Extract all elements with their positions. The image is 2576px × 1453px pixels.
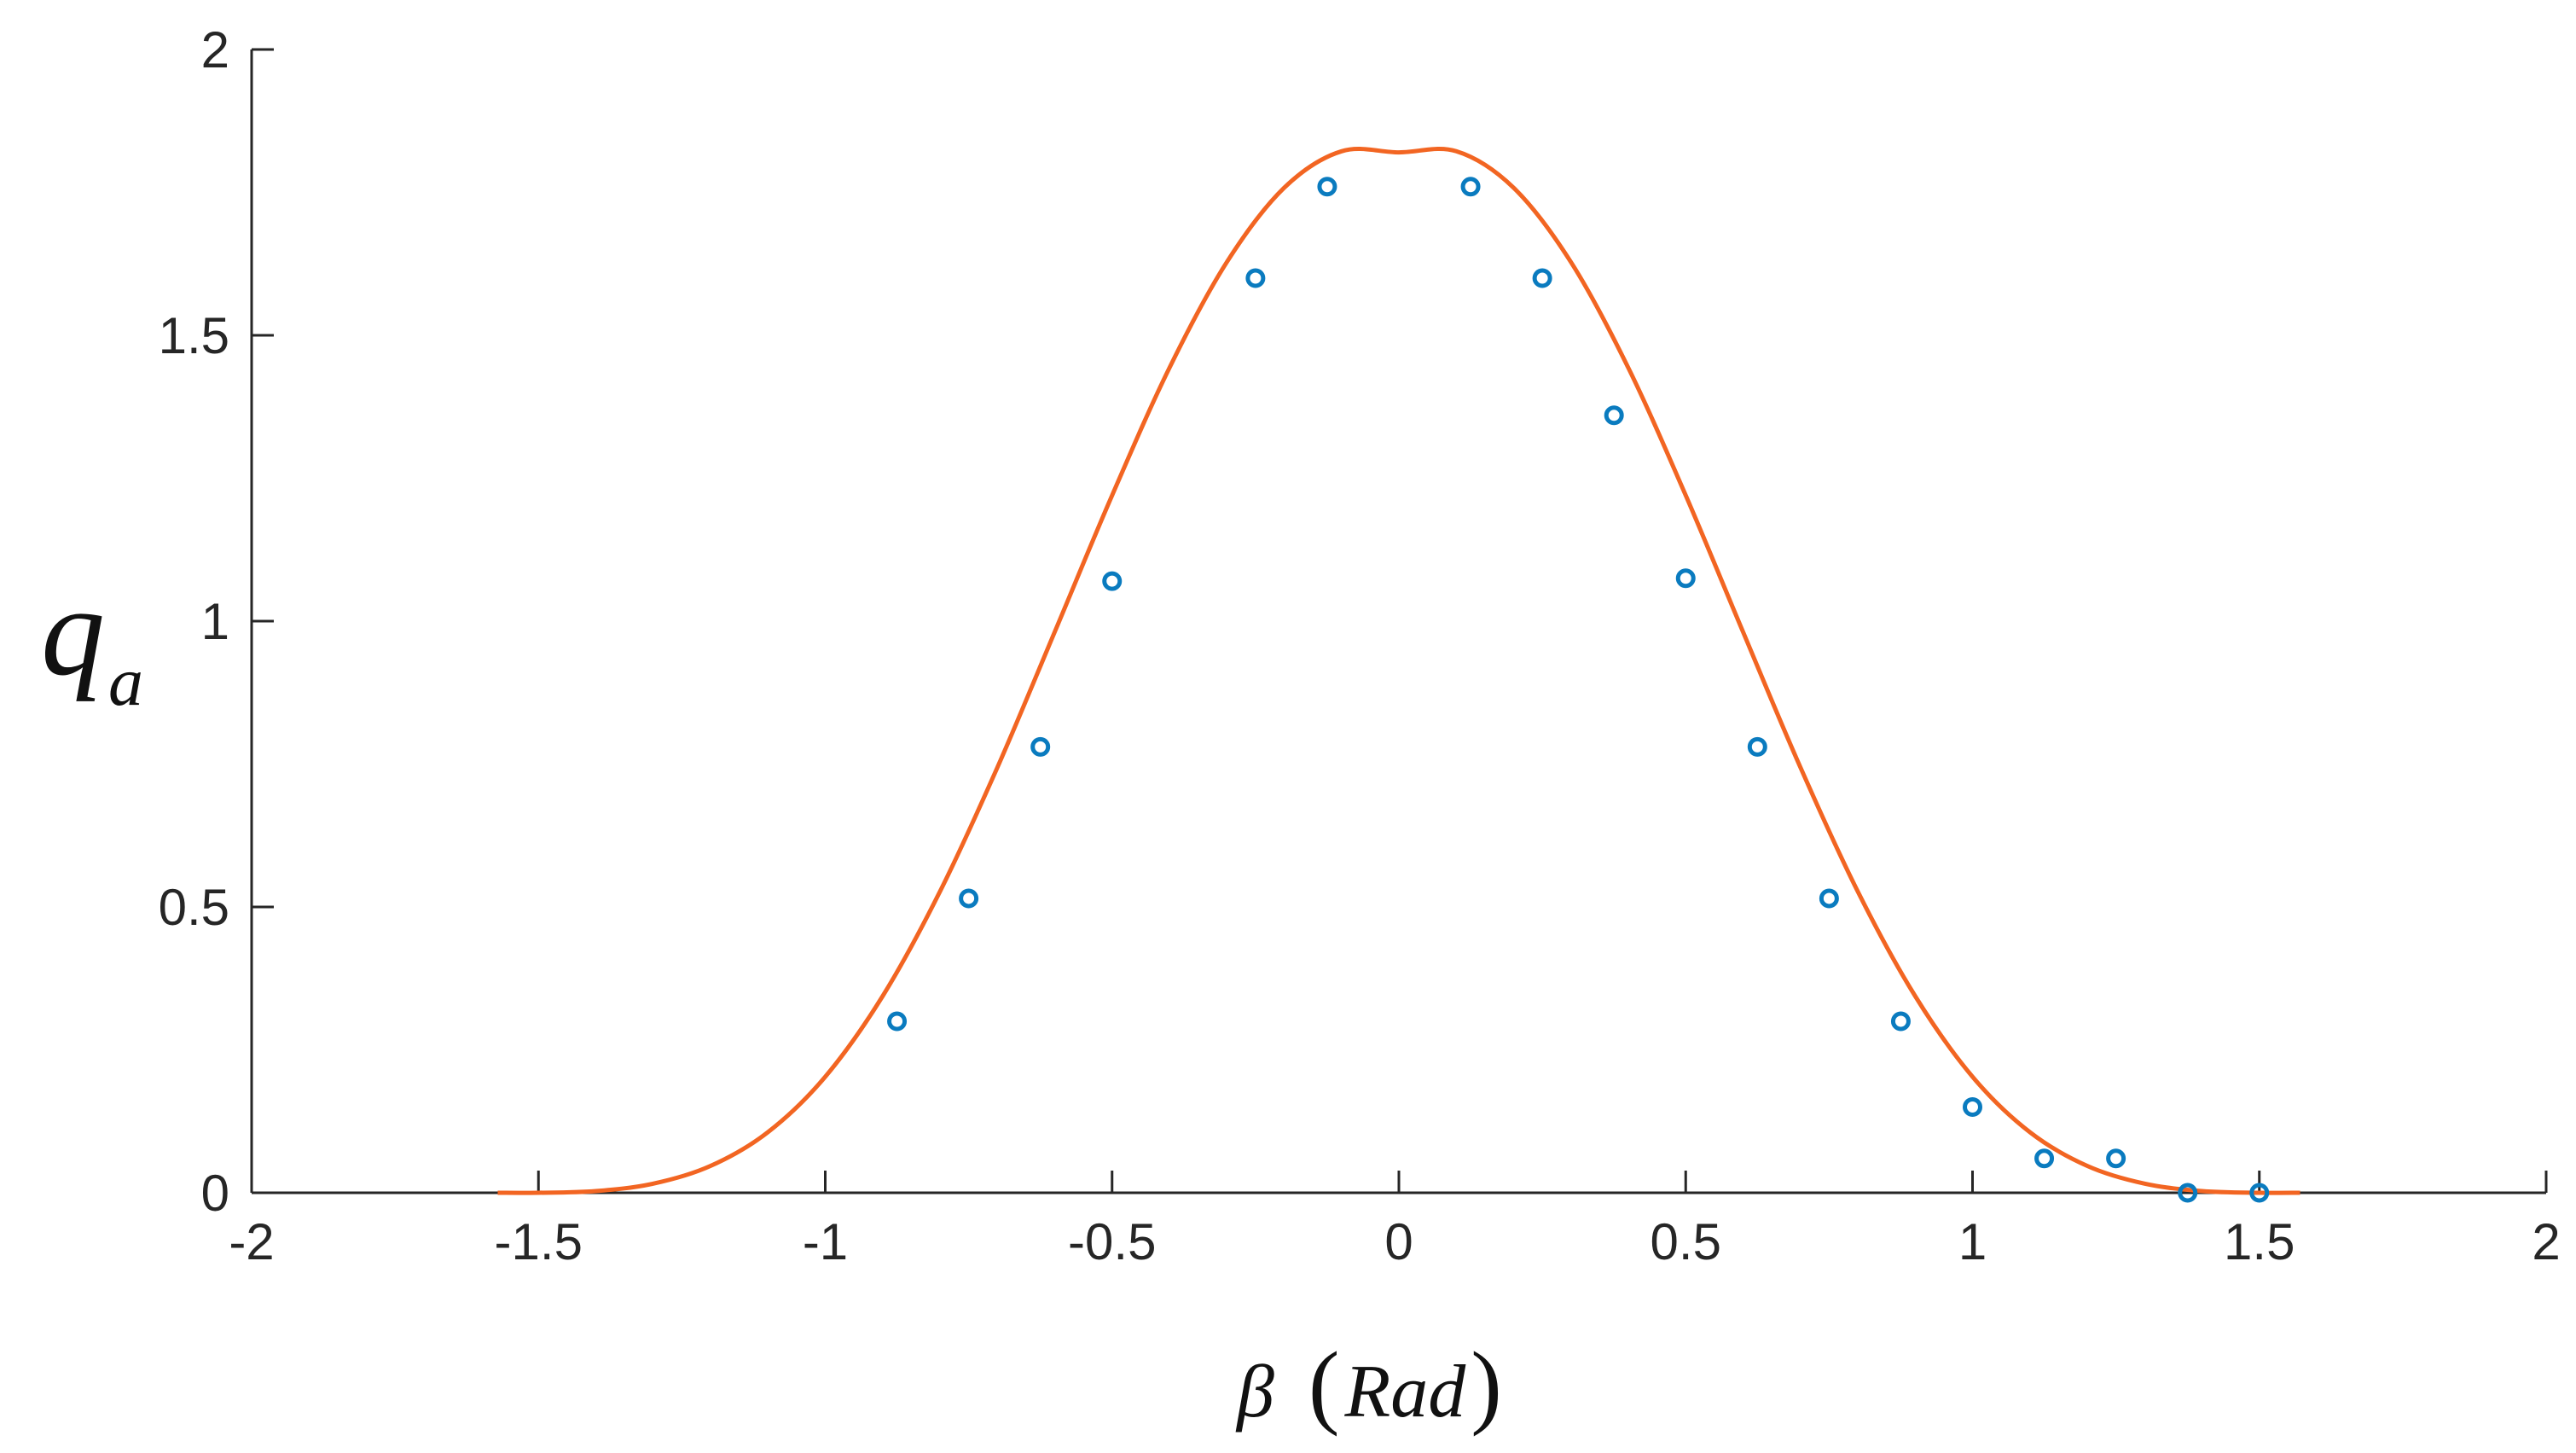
data-point xyxy=(1317,177,1337,197)
fit-curve xyxy=(497,147,2300,1195)
x-tick-label: -1.5 xyxy=(495,1213,583,1270)
y-tick-label: 0.5 xyxy=(159,879,229,936)
data-point xyxy=(2106,1148,2126,1169)
x-tick-label: 0.5 xyxy=(1651,1213,1721,1270)
data-point xyxy=(1819,888,1839,909)
data-point xyxy=(1890,1011,1911,1032)
data-point xyxy=(887,1011,908,1032)
axis-labels: qa β (Rad) xyxy=(41,561,1502,1437)
data-point xyxy=(1675,568,1696,589)
y-axis-label-main: q xyxy=(41,561,105,702)
data-point xyxy=(2178,1183,2198,1203)
data-point xyxy=(1245,268,1266,288)
data-point xyxy=(1604,405,1624,426)
x-tick-label: 1.5 xyxy=(2224,1213,2295,1270)
y-axis-label-sub: a xyxy=(108,642,143,720)
data-point xyxy=(2034,1148,2055,1169)
x-axis-label-symbol: β xyxy=(1235,1351,1274,1433)
data-point xyxy=(1102,571,1123,591)
x-axis-label-close-paren: ) xyxy=(1471,1333,1502,1437)
x-axis-label: β (Rad) xyxy=(1235,1333,1502,1437)
y-tick-label: 1.5 xyxy=(159,307,229,364)
y-axis-label: qa xyxy=(41,561,143,720)
x-axis-label-open-paren: ( xyxy=(1308,1333,1340,1437)
y-tick-label: 0 xyxy=(201,1165,229,1222)
x-tick-label: 2 xyxy=(2532,1213,2560,1270)
x-tick-label: -2 xyxy=(229,1213,274,1270)
y-tick-label: 1 xyxy=(201,593,229,650)
data-point xyxy=(2249,1183,2270,1203)
data-point xyxy=(959,888,979,909)
x-axis-label-unit: Rad xyxy=(1343,1351,1466,1433)
data-point xyxy=(1963,1097,1982,1117)
data-point xyxy=(1747,736,1767,757)
y-tick-label: 2 xyxy=(201,21,229,78)
x-tick-label: -0.5 xyxy=(1068,1213,1156,1270)
plot-area xyxy=(497,147,2300,1203)
data-point xyxy=(1030,736,1051,757)
data-point xyxy=(1532,268,1552,288)
x-tick-label: -1 xyxy=(803,1213,848,1270)
x-tick-label: 0 xyxy=(1384,1213,1413,1270)
x-tick-label: 1 xyxy=(1958,1213,1987,1270)
data-point xyxy=(1460,177,1481,197)
axes: -2 -1.5 -1 -0.5 0 0.5 1 1.5 2 0 0.5 1 1.5 2 xyxy=(159,21,2561,1270)
